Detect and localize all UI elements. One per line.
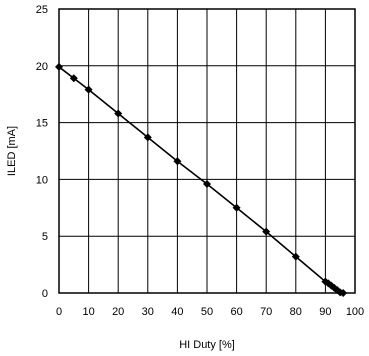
data-point	[84, 85, 93, 94]
y-tick-label: 0	[42, 288, 48, 300]
y-tick-label: 5	[42, 231, 48, 243]
x-axis-label: HI Duty [%]	[179, 339, 235, 351]
series-line	[58, 66, 344, 294]
y-axis-label: ILED [mA]	[6, 126, 18, 176]
data-point	[143, 133, 152, 142]
x-tick-label: 10	[82, 306, 94, 318]
x-tick-labels: 0 10 20 30 40 50 60 70 80 90 100	[56, 306, 364, 318]
x-tick-label: 50	[201, 306, 213, 318]
data-point	[173, 157, 182, 166]
data-point	[262, 227, 271, 236]
series	[55, 62, 348, 297]
y-tick-label: 15	[36, 118, 48, 130]
x-tick-label: 30	[142, 306, 154, 318]
x-tick-label: 20	[112, 306, 124, 318]
grid	[59, 9, 355, 293]
plot-frame	[58, 8, 356, 294]
y-tick-label: 10	[36, 174, 48, 186]
x-tick-label: 100	[346, 306, 364, 318]
data-point	[114, 109, 123, 118]
y-tick-label: 20	[36, 61, 48, 73]
x-tick-label: 40	[171, 306, 183, 318]
data-point	[232, 203, 241, 212]
x-tick-label: 80	[290, 306, 302, 318]
x-tick-label: 90	[319, 306, 331, 318]
data-point	[291, 252, 300, 261]
data-point	[339, 289, 348, 297]
data-point	[203, 179, 211, 188]
data-point	[55, 62, 63, 71]
x-tick-label: 0	[56, 306, 62, 318]
y-tick-labels: 0 5 10 15 20 25	[36, 4, 48, 300]
data-point	[69, 74, 78, 83]
plot-area-border	[58, 8, 356, 294]
x-tick-label: 70	[260, 306, 272, 318]
x-tick-label: 60	[230, 306, 242, 318]
y-tick-label: 25	[36, 4, 48, 16]
